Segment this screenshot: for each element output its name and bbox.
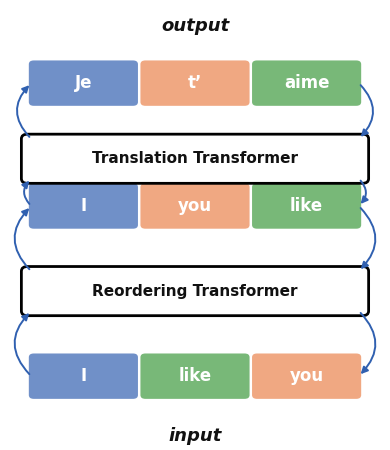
Text: Reordering Transformer: Reordering Transformer [92, 284, 298, 299]
FancyBboxPatch shape [252, 183, 361, 229]
FancyBboxPatch shape [21, 266, 369, 315]
FancyBboxPatch shape [140, 354, 250, 399]
Text: you: you [289, 367, 324, 385]
FancyBboxPatch shape [140, 183, 250, 229]
FancyBboxPatch shape [21, 134, 369, 183]
FancyBboxPatch shape [140, 60, 250, 106]
Text: like: like [179, 367, 211, 385]
Text: output: output [161, 18, 229, 36]
Text: Je: Je [74, 74, 92, 92]
Text: aime: aime [284, 74, 330, 92]
FancyBboxPatch shape [29, 354, 138, 399]
FancyBboxPatch shape [29, 60, 138, 106]
Text: input: input [168, 427, 222, 445]
Text: t’: t’ [188, 74, 202, 92]
FancyBboxPatch shape [252, 354, 361, 399]
Text: I: I [80, 197, 87, 215]
Text: Translation Transformer: Translation Transformer [92, 151, 298, 166]
FancyBboxPatch shape [252, 60, 361, 106]
Text: like: like [290, 197, 323, 215]
Text: I: I [80, 367, 87, 385]
Text: you: you [178, 197, 212, 215]
FancyBboxPatch shape [29, 183, 138, 229]
